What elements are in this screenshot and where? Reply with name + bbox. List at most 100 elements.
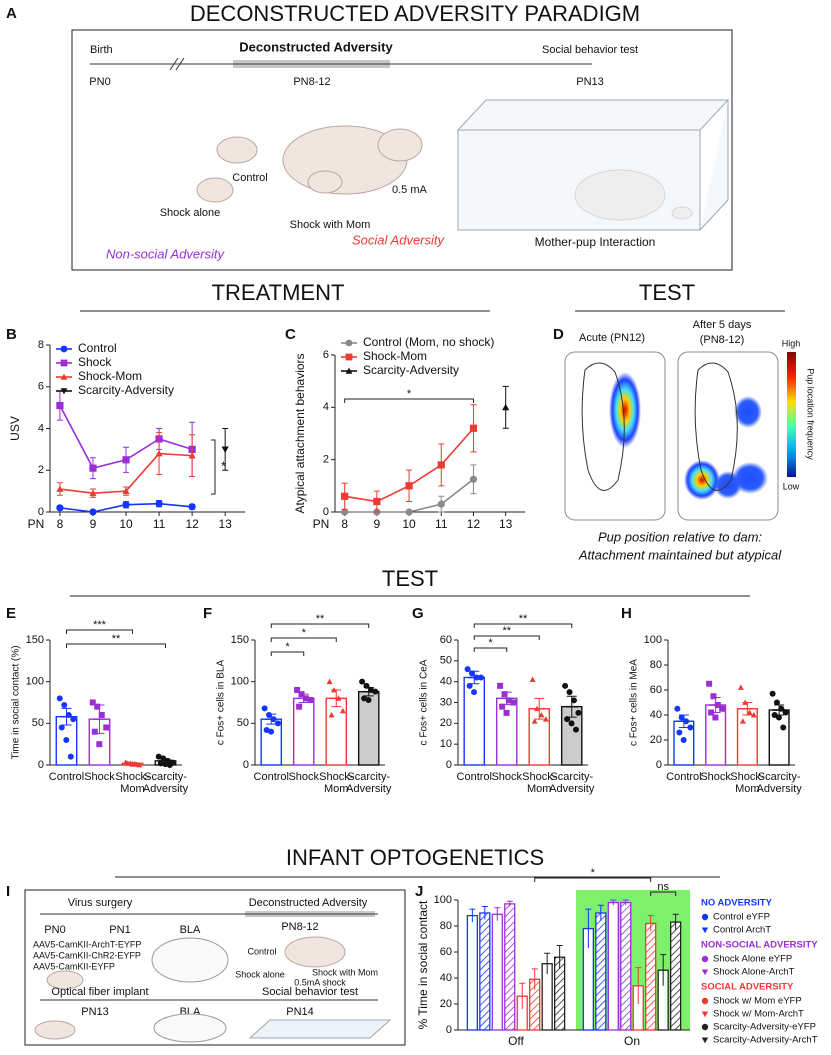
cage [248,1019,392,1039]
timeline-tick: PN13 [81,1006,109,1018]
data-point [683,718,690,725]
significance-bracket [344,398,474,403]
heatmap-title: After 5 days [693,319,752,331]
error-bar [494,907,501,921]
x-tick-label: Scarcity-Adversity [143,771,189,795]
legend-label: Scarcity-Adversity [78,383,174,397]
marker [56,504,64,512]
data-point [538,712,545,718]
bar [325,697,348,766]
bar [645,922,657,1031]
data-point [568,720,575,727]
bar [504,903,516,1031]
x-tick-label: 12 [185,517,199,531]
section-title: TEST [639,280,695,305]
data-point [739,718,746,724]
error-bar [481,906,488,920]
data-point [719,705,726,712]
timeline-label: Social behavior test [542,44,638,56]
y-axis-label: Time in social contact (%) [11,645,22,759]
legend-marker [60,345,68,353]
significance-label: ** [519,613,528,625]
x-tick-label: 11 [435,517,448,531]
data-point [63,737,70,743]
marker [56,485,64,492]
legend-marker [701,1011,709,1018]
y-axis-label: USV [8,416,22,441]
marker [188,452,196,459]
data-point [466,682,473,689]
data-point [473,674,480,681]
legend-label: Scarcity-Adversity-eYFP [713,1022,816,1033]
data-point [155,753,162,760]
heat-blob [734,396,762,428]
legend-label: Control (Mom, no shock) [363,335,494,349]
data-point [572,726,579,733]
region-label: BLA [180,924,201,936]
marker [405,482,413,490]
legend-heading: NON-SOCIAL ADVERSITY [701,940,818,951]
x-axis-label: PN [313,517,330,531]
y-tick-label: 10 [440,738,452,750]
y-axis-label: c Fos+ cells in CeA [419,659,430,745]
data-point [129,761,136,767]
data-point [103,724,110,731]
y-tick-label: 100 [231,676,249,688]
panel-letter: F [203,605,212,622]
error-bar [660,954,667,986]
caption: Pup position relative to dam: [598,529,762,544]
colorbar-label: High [782,338,801,348]
marker [122,487,130,495]
heatmap-title: Acute (PN12) [579,332,645,344]
error-bar [647,915,654,932]
timeline-tick: PN13 [576,76,604,88]
y-tick-label: 150 [231,634,249,646]
marker [469,475,478,483]
significance-label: ** [112,633,121,645]
panel-i-box [24,889,406,1046]
data-point [266,712,273,718]
mouse [284,936,346,968]
data-point [363,682,370,689]
data-point [771,712,778,718]
x-tick-label: Off [508,1034,524,1048]
y-tick-label: 6 [38,381,44,393]
data-point [365,697,372,703]
timeline-label: Optical fiber implant [51,986,148,998]
section-title: TEST [382,566,438,591]
x-tick-label: Scarcity-Adversity [757,771,803,795]
error-bar [544,952,551,975]
legend-marker [701,997,709,1005]
caption: Attachment maintained but atypical [578,547,782,562]
error-bar [556,945,563,969]
data-point [91,728,98,735]
legend-label: Control ArchT [713,925,771,936]
legend-marker [345,367,353,374]
legend-label: Shock-Mom [363,349,427,363]
group-label: Control [247,946,276,956]
group-label: 0.5mA shock [294,977,346,987]
error-bar [622,899,629,906]
x-tick-label: 10 [119,517,133,531]
significance-bracket [473,647,508,652]
data-point [505,697,512,704]
timeline-tick: PN0 [44,924,65,936]
data-point [98,712,105,718]
heat-blob [609,372,641,448]
y-tick-label: 0 [38,506,44,518]
significance-bracket [270,651,305,656]
heatmap-title: (PN8-12) [700,334,745,346]
y-tick-label: 60 [650,684,662,696]
marker [122,501,130,509]
data-point [676,729,683,736]
significance-bracket [66,643,166,648]
brain-section [153,1013,227,1043]
panel-a-box [71,29,733,271]
data-point [706,680,713,687]
vector-label: AAV5-CamKII-ArchT-EYFP [33,939,141,949]
vector-label: AAV5-CamKII-EYFP [33,961,115,971]
marker [188,503,196,511]
timeline-label: Birth [90,44,113,56]
error-bar [635,967,642,1004]
